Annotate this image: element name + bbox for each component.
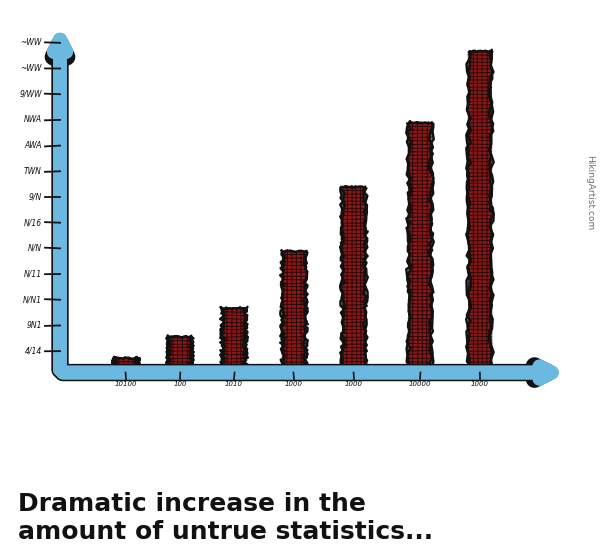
Text: 1010: 1010 [225, 381, 243, 387]
Text: 1000: 1000 [345, 381, 363, 387]
Bar [115, 358, 137, 373]
Text: N/11: N/11 [24, 270, 42, 278]
Text: 1000: 1000 [471, 381, 489, 387]
Text: N/16: N/16 [24, 218, 42, 227]
Bar [469, 52, 491, 373]
Bar [283, 251, 305, 373]
Text: AWA: AWA [25, 141, 42, 150]
Text: ~WW: ~WW [20, 38, 42, 47]
Text: N/N: N/N [28, 244, 42, 253]
Text: Dramatic increase in the
amount of untrue statistics...: Dramatic increase in the amount of untru… [18, 492, 433, 544]
Bar [409, 123, 431, 373]
Text: ~WW: ~WW [20, 64, 42, 73]
Text: NWA: NWA [24, 115, 42, 125]
Text: 10000: 10000 [409, 381, 431, 387]
Text: 9N1: 9N1 [26, 321, 42, 330]
Text: 100: 100 [173, 381, 187, 387]
Text: N/N1: N/N1 [23, 295, 42, 304]
Text: 10100: 10100 [115, 381, 137, 387]
Bar [343, 187, 365, 373]
Text: 9/N: 9/N [29, 193, 42, 201]
Text: 4/14: 4/14 [25, 346, 42, 356]
Text: HikingArtist.com: HikingArtist.com [585, 155, 594, 231]
Text: 1000: 1000 [285, 381, 303, 387]
Text: 9/WW: 9/WW [20, 89, 42, 99]
Bar [223, 309, 245, 373]
Text: TWN: TWN [24, 167, 42, 176]
Bar [169, 337, 191, 373]
